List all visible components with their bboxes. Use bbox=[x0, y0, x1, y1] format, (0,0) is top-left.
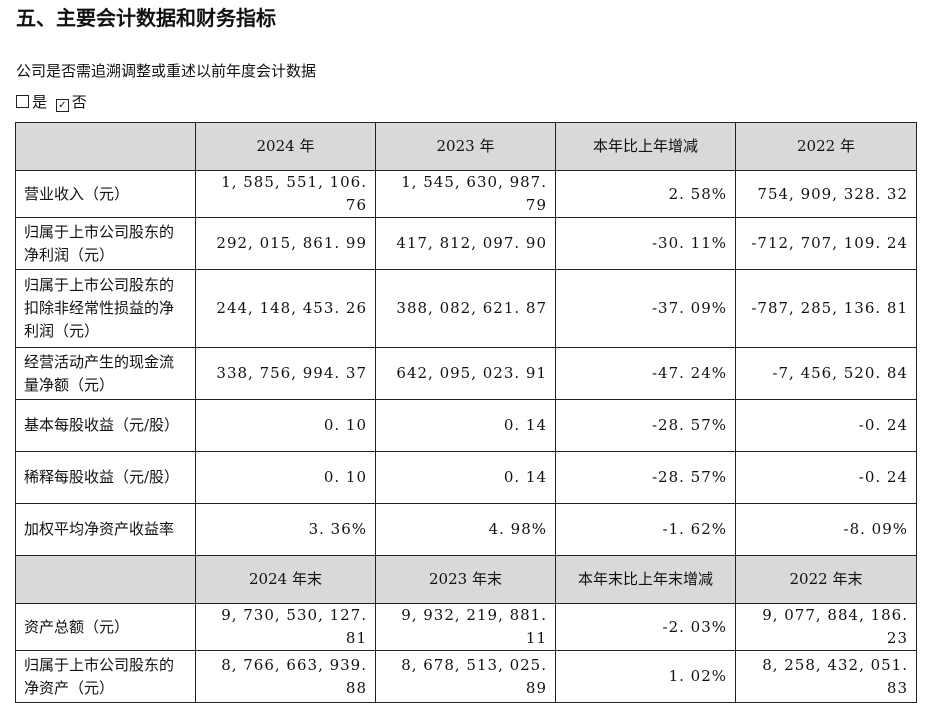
value-cell: 8, 258, 432, 051. 83 bbox=[735, 650, 917, 703]
table-row: 基本每股收益（元/股） 0. 10 0. 14 -28. 57% -0. 24 bbox=[15, 399, 917, 452]
value-cell: 292, 015, 861. 99 bbox=[195, 217, 376, 270]
header-cell: 2023 年 bbox=[375, 122, 556, 171]
table-header-row: 2024 年 2023 年本年比上年增减 2022 年 bbox=[15, 122, 917, 171]
value-cell: -47. 24% bbox=[555, 347, 736, 400]
header-cell: 2024 年 bbox=[195, 122, 376, 171]
value-cell: -37. 09% bbox=[555, 269, 736, 348]
value-cell: -712, 707, 109. 24 bbox=[735, 217, 917, 270]
choice-yes[interactable]: 是 bbox=[16, 91, 47, 113]
value-cell: -2. 03% bbox=[555, 603, 736, 651]
row-label: 基本每股收益（元/股） bbox=[15, 399, 196, 452]
row-label: 归属于上市公司股东的扣除非经常性损益的净利润（元） bbox=[15, 269, 196, 348]
header-cell: 2024 年末 bbox=[195, 555, 376, 604]
row-label: 归属于上市公司股东的净利润（元） bbox=[15, 217, 196, 270]
row-label: 营业收入（元） bbox=[15, 170, 196, 218]
table-row: 稀释每股收益（元/股） 0. 10 0. 14 -28. 57% -0. 24 bbox=[15, 451, 917, 504]
value-cell: 8, 678, 513, 025. 89 bbox=[375, 650, 556, 703]
value-cell: -28. 57% bbox=[555, 451, 736, 504]
header-cell: 2023 年末 bbox=[375, 555, 556, 604]
section-title: 五、主要会计数据和财务指标 bbox=[16, 6, 276, 30]
value-cell: 1. 02% bbox=[555, 650, 736, 703]
table-row: 资产总额（元） 9, 730, 530, 127. 81 9, 932, 219, … bbox=[15, 603, 917, 651]
header-cell bbox=[15, 555, 196, 604]
financial-data-table: 2024 年 2023 年本年比上年增减 2022 年营业收入（元） 1, 585, … bbox=[15, 122, 917, 703]
value-cell: -30. 11% bbox=[555, 217, 736, 270]
choice-no[interactable]: ✓ 否 bbox=[55, 91, 87, 113]
value-cell: 9, 932, 219, 881. 11 bbox=[375, 603, 556, 651]
restatement-question: 公司是否需追溯调整或重述以前年度会计数据 bbox=[16, 62, 317, 80]
table-header-row: 2024 年末 2023 年末 本年末比上年末增减 2022 年末 bbox=[15, 555, 917, 604]
header-cell: 本年末比上年末增减 bbox=[555, 555, 736, 604]
table-row: 归属于上市公司股东的净资产（元） 8, 766, 663, 939. 88 8, 6… bbox=[15, 650, 917, 703]
value-cell: 754, 909, 328. 32 bbox=[735, 170, 917, 218]
value-cell: 9, 077, 884, 186. 23 bbox=[735, 603, 917, 651]
value-cell: -28. 57% bbox=[555, 399, 736, 452]
table-row: 经营活动产生的现金流量净额（元） 338, 756, 994. 37 642, 09… bbox=[15, 347, 917, 400]
value-cell: 388, 082, 621. 87 bbox=[375, 269, 556, 348]
value-cell: 1, 545, 630, 987. 79 bbox=[375, 170, 556, 218]
value-cell: -787, 285, 136. 81 bbox=[735, 269, 917, 348]
value-cell: 417, 812, 097. 90 bbox=[375, 217, 556, 270]
value-cell: 4. 98% bbox=[375, 503, 556, 556]
row-label: 经营活动产生的现金流量净额（元） bbox=[15, 347, 196, 400]
value-cell: 338, 756, 994. 37 bbox=[195, 347, 376, 400]
value-cell: 1, 585, 551, 106. 76 bbox=[195, 170, 376, 218]
value-cell: 2. 58% bbox=[555, 170, 736, 218]
value-cell: -0. 24 bbox=[735, 451, 917, 504]
value-cell: -8. 09% bbox=[735, 503, 917, 556]
header-cell: 2022 年末 bbox=[735, 555, 917, 604]
restatement-choices: 是 ✓ 否 bbox=[16, 91, 91, 113]
row-label: 归属于上市公司股东的净资产（元） bbox=[15, 650, 196, 703]
value-cell: 3. 36% bbox=[195, 503, 376, 556]
header-cell bbox=[15, 122, 196, 171]
checkbox-unchecked-icon[interactable] bbox=[16, 95, 29, 108]
value-cell: 0. 10 bbox=[195, 451, 376, 504]
value-cell: 0. 14 bbox=[375, 399, 556, 452]
value-cell: 8, 766, 663, 939. 88 bbox=[195, 650, 376, 703]
value-cell: 642, 095, 023. 91 bbox=[375, 347, 556, 400]
table-row: 加权平均净资产收益率 3. 36% 4. 98% -1. 62% -8. 09% bbox=[15, 503, 917, 556]
choice-yes-label: 是 bbox=[32, 93, 48, 111]
value-cell: 9, 730, 530, 127. 81 bbox=[195, 603, 376, 651]
checkbox-checked-icon[interactable]: ✓ bbox=[55, 99, 69, 112]
table-row: 营业收入（元） 1, 585, 551, 106. 76 1, 545, 630, … bbox=[15, 170, 917, 218]
value-cell: -1. 62% bbox=[555, 503, 736, 556]
row-label: 稀释每股收益（元/股） bbox=[15, 451, 196, 504]
value-cell: 244, 148, 453. 26 bbox=[195, 269, 376, 348]
header-cell: 本年比上年增减 bbox=[555, 122, 736, 171]
row-label: 加权平均净资产收益率 bbox=[15, 503, 196, 556]
value-cell: -7, 456, 520. 84 bbox=[735, 347, 917, 400]
header-cell: 2022 年 bbox=[735, 122, 917, 171]
table-row: 归属于上市公司股东的净利润（元） 292, 015, 861. 99 417, 81… bbox=[15, 217, 917, 270]
value-cell: -0. 24 bbox=[735, 399, 917, 452]
value-cell: 0. 10 bbox=[195, 399, 376, 452]
row-label: 资产总额（元） bbox=[15, 603, 196, 651]
table-row: 归属于上市公司股东的扣除非经常性损益的净利润（元） 244, 148, 453. … bbox=[15, 269, 917, 348]
value-cell: 0. 14 bbox=[375, 451, 556, 504]
choice-no-label: 否 bbox=[71, 93, 87, 111]
